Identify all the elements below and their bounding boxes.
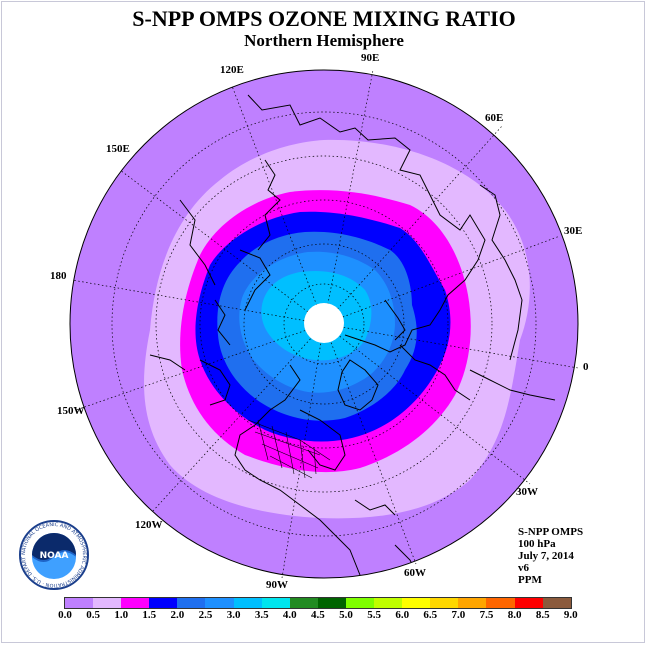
colorbar-swatch <box>374 598 403 608</box>
colorbar-tick-label: 0.5 <box>86 609 100 621</box>
colorbar-tick-label: 7.5 <box>479 609 494 621</box>
colorbar-swatch <box>486 598 515 608</box>
colorbar-swatch <box>542 598 571 608</box>
lon-label-30w: 30W <box>516 486 538 498</box>
colorbar-tick-label: 9.0 <box>563 609 578 621</box>
colorbar-tick-label: 3.5 <box>254 609 269 621</box>
colorbar-tick-label: 4.5 <box>311 609 325 621</box>
lon-label-90e: 90E <box>361 52 379 64</box>
lon-label-150w: 150W <box>57 405 85 417</box>
colorbar-swatch <box>514 598 543 608</box>
colorbar-tick-label: 6.0 <box>395 609 410 621</box>
info-panel: S-NPP OMPS 100 hPa July 7, 2014 v6 PPM <box>518 526 583 586</box>
lon-label-120e: 120E <box>220 64 244 76</box>
colorbar-swatch <box>430 598 459 608</box>
graticule <box>71 69 579 579</box>
colorbar-swatch <box>402 598 431 608</box>
colorbar-swatch <box>261 598 290 608</box>
colorbar-tick-label: 4.0 <box>282 609 297 621</box>
map-subtitle: Northern Hemisphere <box>244 31 404 50</box>
map-title: S-NPP OMPS OZONE MIXING RATIO <box>132 6 516 31</box>
colorbar-swatch <box>121 598 150 608</box>
colorbar-tick-label: 8.5 <box>535 609 550 621</box>
info-units: PPM <box>518 574 542 586</box>
colorbar-swatch <box>289 598 318 608</box>
colorbar-tick-label: 6.5 <box>423 609 438 621</box>
info-instrument: S-NPP OMPS <box>518 526 584 538</box>
polar-gap <box>304 303 344 343</box>
colorbar-swatch <box>345 598 375 608</box>
lon-label-90w: 90W <box>266 579 288 591</box>
lon-label-60e: 60E <box>485 112 503 124</box>
colorbar-tick-label: 5.5 <box>367 609 381 621</box>
lon-label-0: 0 <box>583 361 589 373</box>
colorbar <box>64 597 572 609</box>
map-boundary <box>69 69 579 579</box>
colorbar-swatch <box>233 598 262 608</box>
info-level: 100 hPa <box>518 538 556 550</box>
colorbar-tick-label: 2.5 <box>198 609 213 621</box>
lon-label-120w: 120W <box>135 519 163 531</box>
info-version: v6 <box>518 562 529 574</box>
colorbar-swatch <box>317 598 346 608</box>
colorbar-swatch <box>177 598 206 608</box>
lon-label-150e: 150E <box>106 143 130 155</box>
noaa-logo: NATIONAL OCEANIC AND ATMOSPHERIC ADMINIS… <box>15 515 90 591</box>
colorbar-tick-label: 7.0 <box>451 609 466 621</box>
colorbar-tick-label: 3.0 <box>226 609 241 621</box>
colorbar-tick-label: 8.0 <box>507 609 522 621</box>
longitude-labels: 90E 60E 30E 0 30W 60W 90W 120W 150W 180 … <box>50 52 589 591</box>
colorbar-tick-label: 0.0 <box>58 609 72 621</box>
logo-text: NOAA <box>40 551 69 561</box>
info-date: July 7, 2014 <box>518 550 574 562</box>
lon-label-30e: 30E <box>564 225 582 237</box>
colorbar-tick-label: 1.0 <box>114 609 129 621</box>
colorbar-tick-label: 2.0 <box>170 609 185 621</box>
colorbar-swatch <box>458 598 487 608</box>
colorbar-swatch <box>65 598 94 608</box>
lon-label-60w: 60W <box>404 567 426 579</box>
colorbar-tick-label: 5.0 <box>339 609 353 621</box>
coastlines <box>149 94 556 578</box>
colorbar-ticks: 0.0 0.5 1.0 1.5 2.0 2.5 3.0 3.5 4.0 4.5 5.0 5.5 6.0 6… <box>58 609 585 623</box>
lon-label-180: 180 <box>50 270 67 282</box>
colorbar-swatch <box>205 598 234 608</box>
colorbar-swatch <box>149 598 178 608</box>
colorbar-tick-label: 1.5 <box>142 609 157 621</box>
colorbar-swatch <box>93 598 122 608</box>
us-states <box>247 419 331 479</box>
